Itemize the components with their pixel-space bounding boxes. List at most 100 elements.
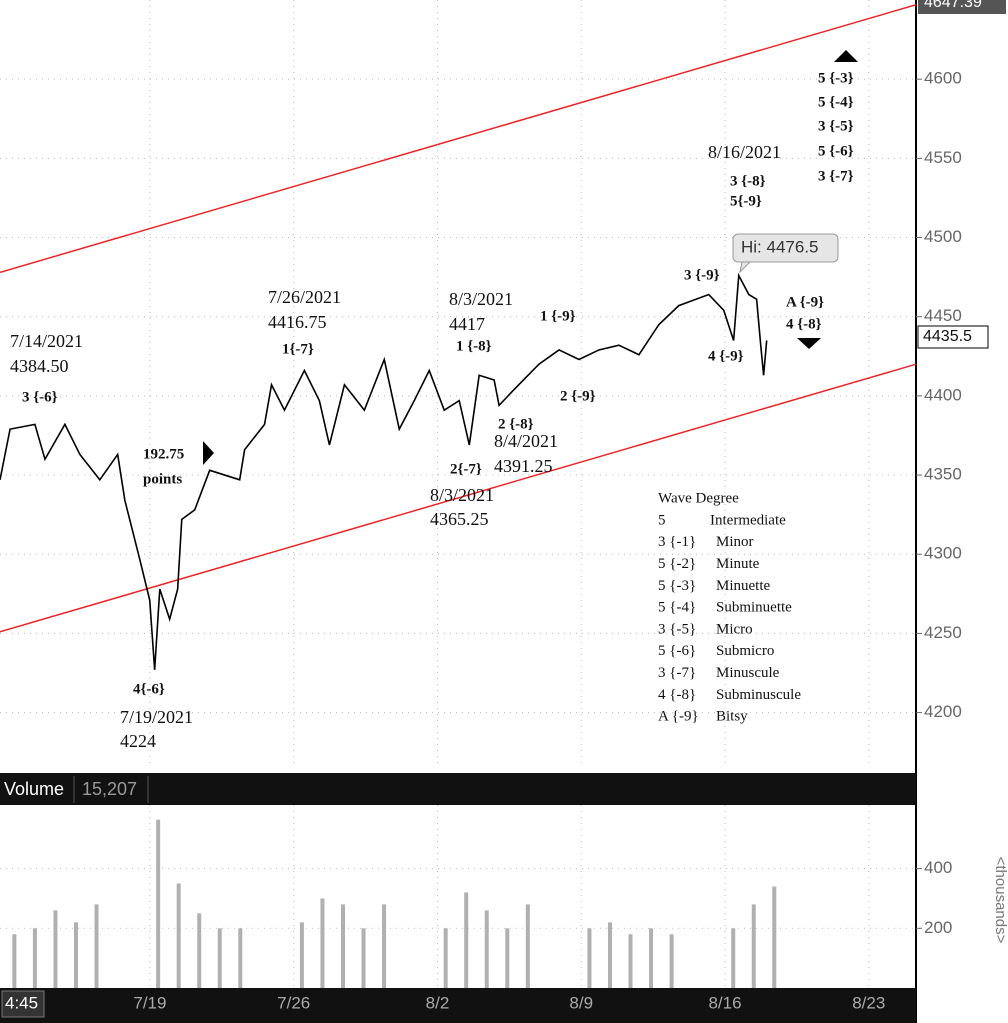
volume-bar bbox=[94, 904, 99, 988]
annotation: 4416.75 bbox=[268, 312, 327, 332]
annotation: 5 {-3} bbox=[818, 70, 854, 86]
unit-label: <thousands> bbox=[992, 857, 1008, 944]
volume-bar bbox=[217, 928, 222, 988]
annotation: 1 {-8} bbox=[456, 338, 492, 354]
legend-label: Minute bbox=[716, 556, 760, 572]
annotation: 4391.25 bbox=[494, 456, 553, 476]
volume-header bbox=[0, 773, 916, 805]
volume-bar bbox=[607, 922, 612, 988]
hi-pointer bbox=[739, 261, 752, 274]
annotation: 192.75 bbox=[143, 446, 184, 462]
volume-bar bbox=[197, 913, 202, 988]
hi-label: Hi: 4476.5 bbox=[741, 237, 819, 256]
legend-key: 5 {-2} bbox=[658, 556, 696, 572]
legend-title: Wave Degree bbox=[658, 490, 739, 506]
x-tick-label: 8/9 bbox=[569, 993, 593, 1012]
legend-label: Minuette bbox=[716, 578, 770, 594]
channel-line bbox=[0, 4, 917, 274]
annotation: 4 {-8} bbox=[786, 316, 822, 332]
x-tick-label: 7/26 bbox=[277, 993, 310, 1012]
y-tick-label: 4250 bbox=[924, 623, 962, 642]
annotation: 1 {-9} bbox=[540, 308, 576, 324]
volume-bar bbox=[320, 898, 325, 988]
top-tag bbox=[918, 0, 1006, 14]
volume-bar bbox=[176, 883, 181, 988]
volume-bar bbox=[340, 904, 345, 988]
volume-bar bbox=[12, 934, 17, 988]
volume-bar bbox=[649, 928, 654, 988]
annotation: 7/19/2021 bbox=[120, 707, 193, 727]
volume-bar bbox=[299, 922, 304, 988]
volume-bar bbox=[53, 910, 58, 988]
channel-line bbox=[0, 363, 917, 633]
annotation: 4{-6} bbox=[133, 681, 165, 697]
top-label: 4647.39 bbox=[924, 0, 982, 11]
legend-label: Subminuette bbox=[716, 600, 792, 616]
volume-bar bbox=[32, 928, 37, 988]
y-tick-label: 400 bbox=[924, 858, 952, 877]
legend-key: 4 {-8} bbox=[658, 687, 696, 703]
annotation: 7/14/2021 bbox=[10, 331, 83, 351]
volume-bar bbox=[505, 928, 510, 988]
x-tick-label: 7/19 bbox=[133, 993, 166, 1012]
annotation: 3 {-8} bbox=[730, 173, 766, 189]
price-panel bbox=[0, 0, 916, 768]
cursor-label: 4:45 bbox=[5, 993, 38, 1012]
y-tick-label: 4600 bbox=[924, 69, 962, 88]
volume-bar bbox=[361, 928, 366, 988]
annotation: 3 {-7} bbox=[818, 168, 854, 184]
volume-bar bbox=[73, 922, 78, 988]
last-price-label: 4435.5 bbox=[923, 328, 972, 345]
volume-bar bbox=[156, 819, 161, 988]
arrow bbox=[203, 441, 214, 465]
y-tick-label: 200 bbox=[924, 918, 952, 937]
y-tick-label: 4450 bbox=[924, 306, 962, 325]
annotation: 8/3/2021 bbox=[430, 485, 494, 505]
volume-bar bbox=[669, 934, 674, 988]
y-tick-label: 4500 bbox=[924, 227, 962, 246]
cursor-tag bbox=[1, 990, 45, 1018]
annotation: 8/3/2021 bbox=[449, 289, 513, 309]
y-tick-label: 4200 bbox=[924, 702, 962, 721]
volume-bar bbox=[525, 904, 530, 988]
annotation: 4417 bbox=[449, 314, 485, 334]
volume-bar bbox=[772, 886, 777, 988]
last-price-tag bbox=[917, 325, 989, 349]
legend-key: 3 {-5} bbox=[658, 621, 696, 637]
legend-key: 3 {-7} bbox=[658, 665, 696, 681]
volume-bar bbox=[464, 892, 469, 988]
legend-key: 5 bbox=[658, 512, 666, 528]
legend-label: Submicro bbox=[716, 643, 774, 659]
legend-label: Micro bbox=[716, 621, 753, 637]
y-tick-label: 4350 bbox=[924, 465, 962, 484]
volume-bar bbox=[382, 904, 387, 988]
legend-label: Subminuscule bbox=[716, 687, 801, 703]
annotation: 2 {-8} bbox=[498, 416, 534, 432]
x-axis-bar bbox=[0, 988, 916, 1023]
arrow bbox=[797, 338, 821, 349]
annotation: 8/16/2021 bbox=[708, 142, 781, 162]
volume-bar bbox=[731, 928, 736, 988]
legend-key: 3 {-1} bbox=[658, 534, 696, 550]
volume-bar bbox=[484, 910, 489, 988]
annotation: 4365.25 bbox=[430, 509, 489, 529]
annotation: A {-9} bbox=[786, 294, 824, 310]
annotation: 8/4/2021 bbox=[494, 431, 558, 451]
annotation: 4384.50 bbox=[10, 356, 69, 376]
legend-label: Minuscule bbox=[716, 665, 780, 681]
annotation: 3 {-5} bbox=[818, 118, 854, 134]
x-tick-label: 8/23 bbox=[852, 993, 885, 1012]
annotation: 2 {-9} bbox=[560, 388, 596, 404]
annotation: 4224 bbox=[120, 731, 156, 751]
annotation: 3 {-9} bbox=[684, 267, 720, 283]
volume-bar bbox=[587, 928, 592, 988]
legend-key: 5 {-3} bbox=[658, 578, 696, 594]
volume-bar bbox=[751, 904, 756, 988]
annotation: 5 {-4} bbox=[818, 94, 854, 110]
annotation: 3 {-6} bbox=[22, 389, 58, 405]
x-tick-label: 8/2 bbox=[426, 993, 450, 1012]
x-tick-label: 8/16 bbox=[708, 993, 741, 1012]
hi-callout bbox=[732, 233, 839, 263]
